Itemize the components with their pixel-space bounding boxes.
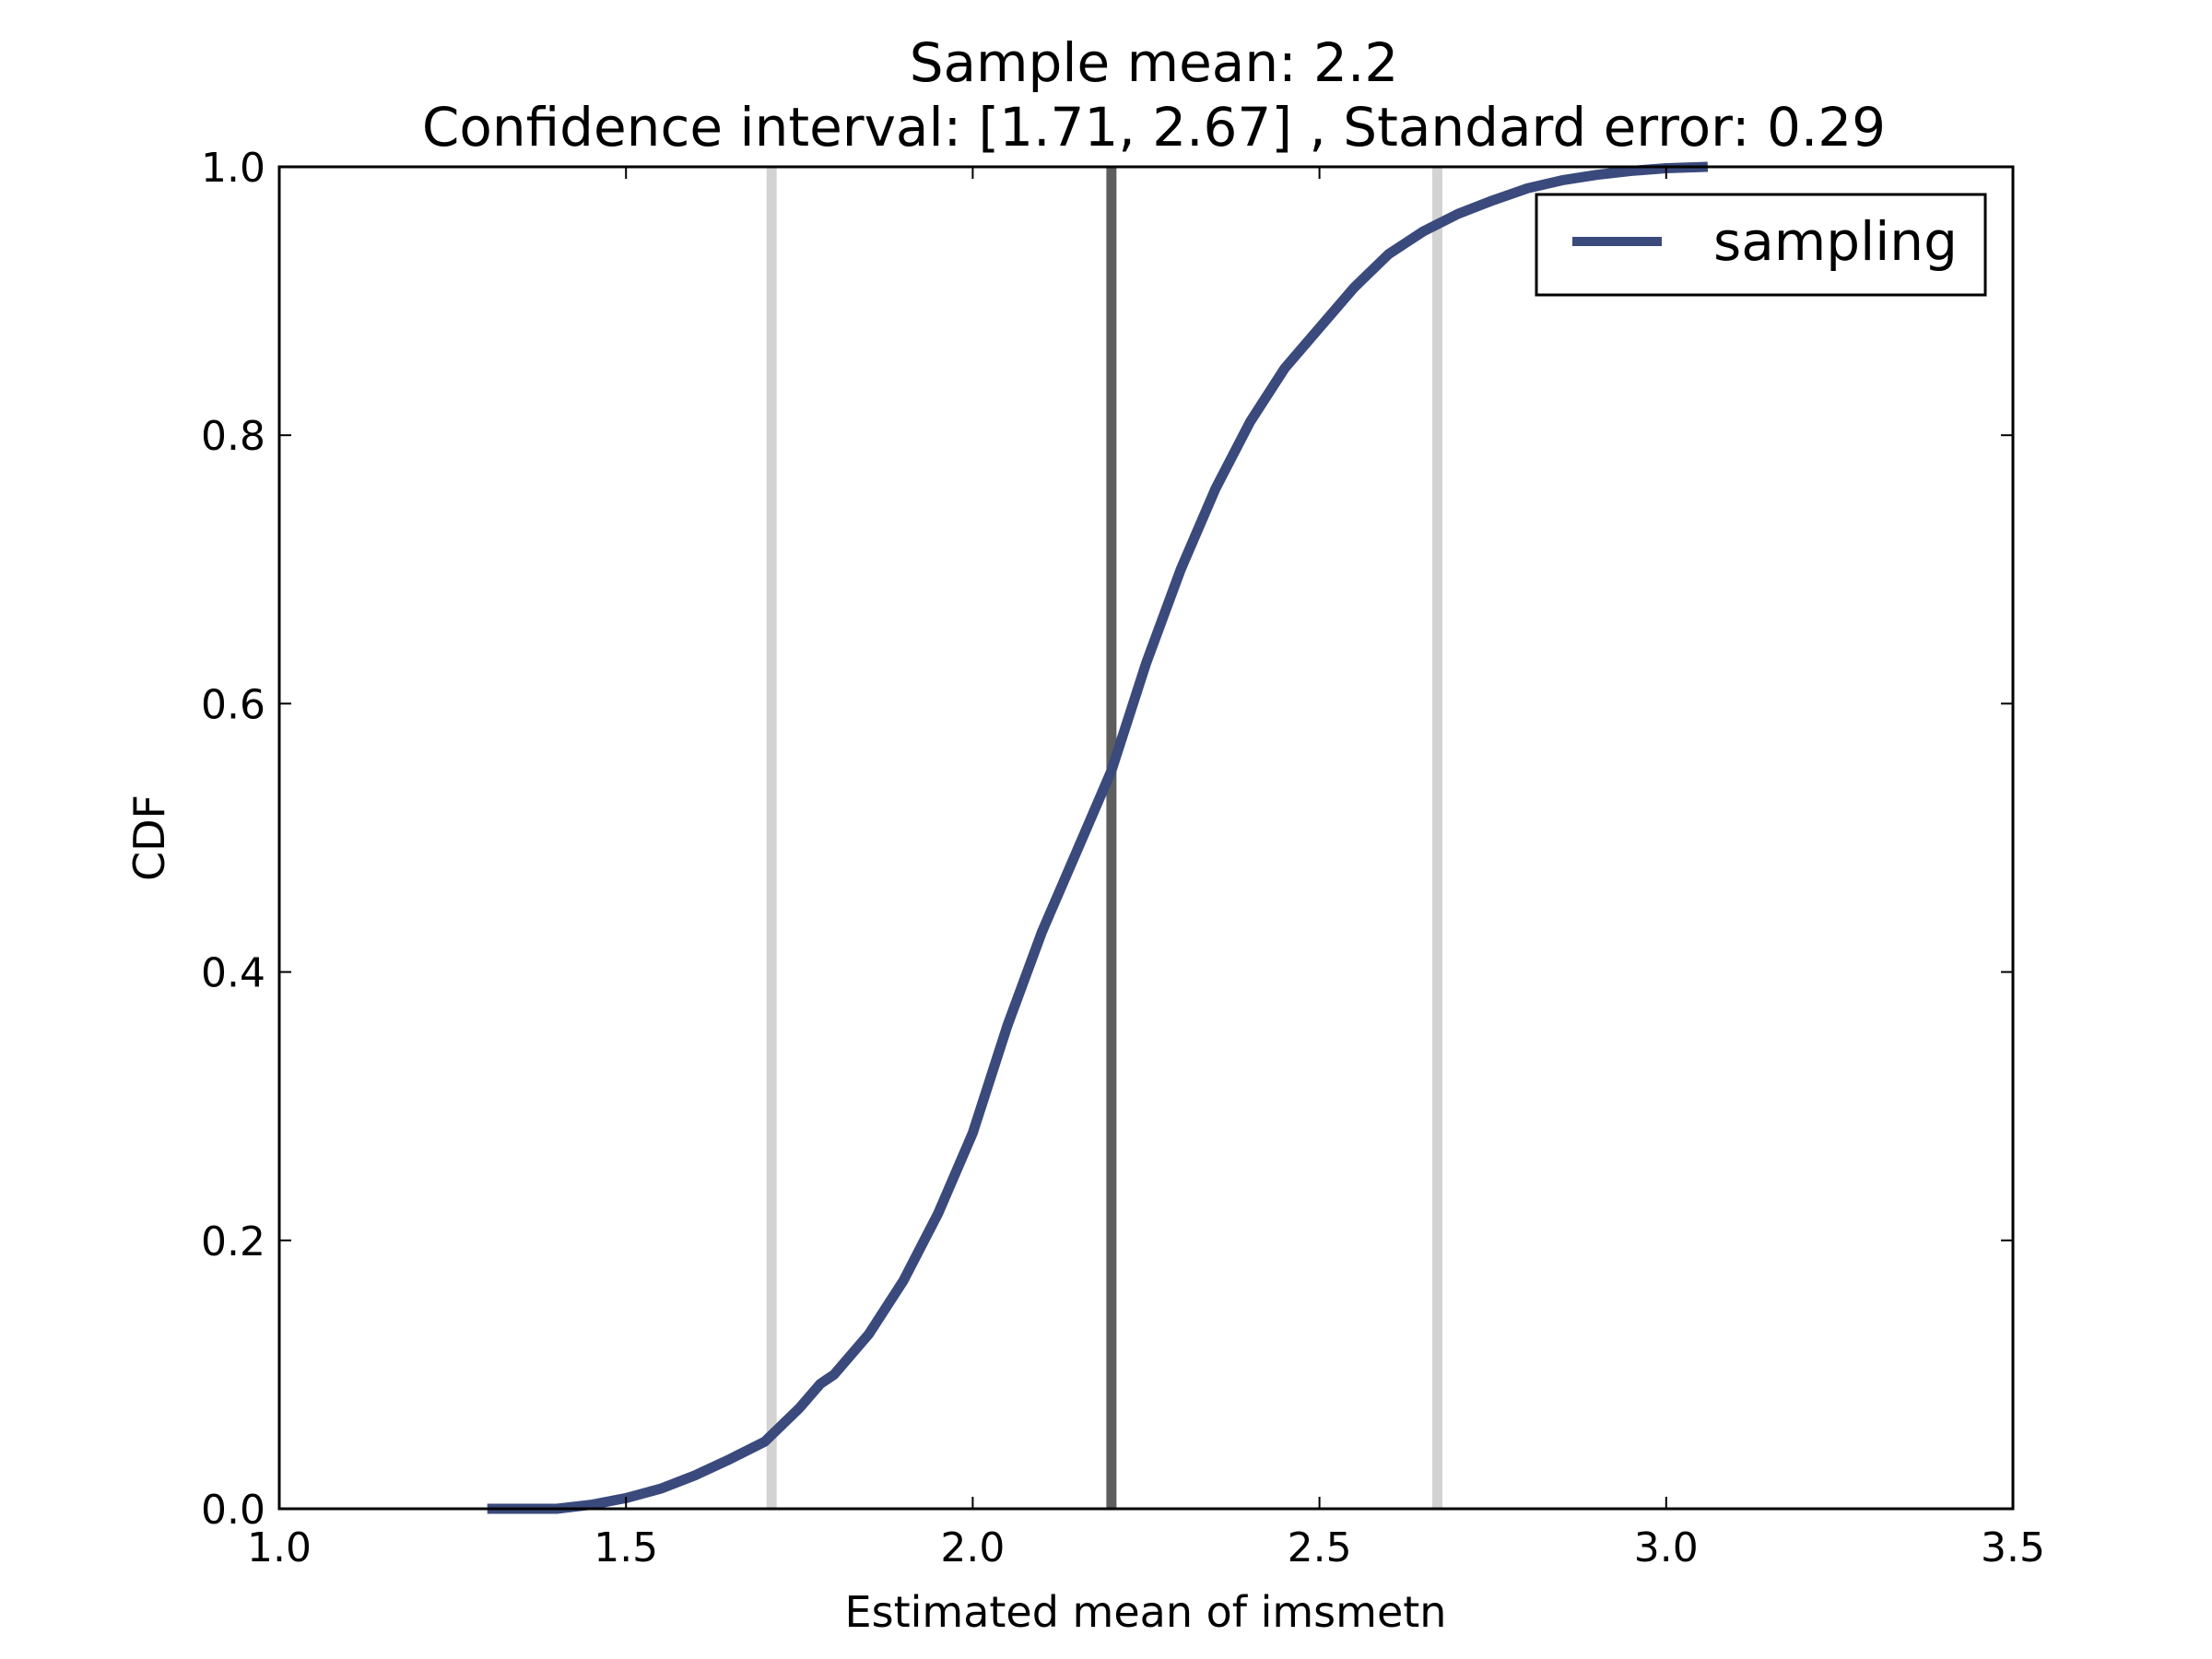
x-tick-label: 1.0	[247, 1524, 312, 1571]
x-tick-label: 3.0	[1634, 1524, 1699, 1571]
x-axis-label: Estimated mean of imsmetn	[845, 1587, 1447, 1637]
chart-title-line1: Sample mean: 2.2	[910, 31, 1399, 94]
reference-lines	[766, 167, 1443, 1509]
y-tick-label: 0.2	[201, 1218, 265, 1265]
series-layer	[487, 161, 1709, 1514]
x-tick-label: 2.0	[940, 1524, 1005, 1571]
y-tick-label: 0.8	[201, 413, 265, 460]
y-tick-label: 0.4	[201, 950, 265, 997]
y-tick-label: 1.0	[201, 145, 265, 192]
y-axis-label: CDF	[124, 794, 174, 881]
series-line-sampling	[487, 161, 1709, 1514]
y-axis: 0.0 0.2 0.4 0.6 0.8 1.0	[201, 145, 2013, 1534]
chart-title-line2: Confidence interval: [1.71, 2.67] , Stan…	[422, 96, 1886, 159]
y-tick-label: 0.0	[201, 1487, 265, 1534]
x-tick-label: 2.5	[1288, 1524, 1352, 1571]
plot-frame	[277, 165, 2015, 1511]
y-tick-label: 0.6	[201, 681, 265, 728]
x-tick-label: 1.5	[594, 1524, 658, 1571]
legend: sampling	[1535, 193, 1987, 297]
legend-label-sampling: sampling	[1713, 210, 1958, 273]
x-axis: 1.0 1.5 2.0 2.5 3.0 3.5	[247, 167, 2045, 1571]
x-tick-label: 3.5	[1981, 1524, 2045, 1571]
